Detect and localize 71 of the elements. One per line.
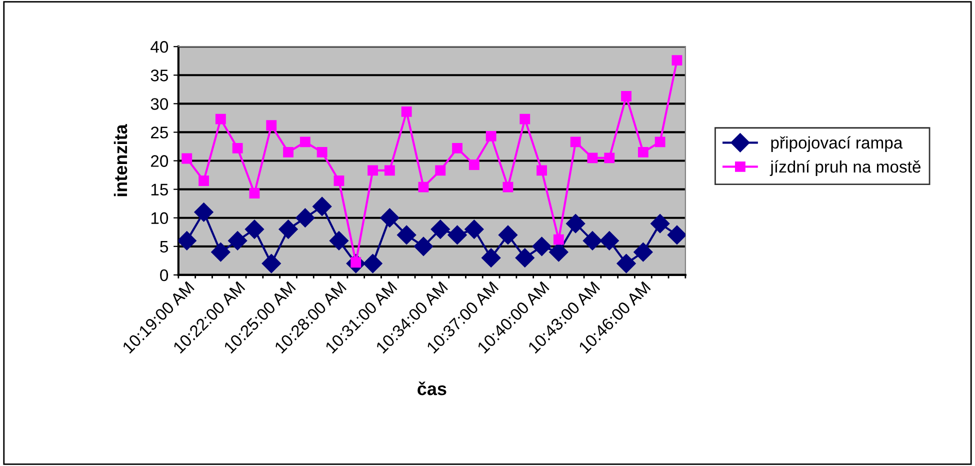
point xyxy=(384,165,395,176)
point xyxy=(266,120,277,131)
point xyxy=(363,254,382,274)
y-axis-title: intenzita xyxy=(114,124,128,196)
point xyxy=(262,254,281,274)
point xyxy=(283,147,294,158)
point xyxy=(430,220,450,239)
point xyxy=(452,143,462,154)
legend-label: připojovací rampa xyxy=(771,136,903,152)
point xyxy=(300,136,310,148)
point xyxy=(296,208,315,228)
point xyxy=(198,176,209,186)
point xyxy=(448,225,467,245)
y-tick-label: 10 xyxy=(151,212,168,224)
point xyxy=(621,91,632,102)
point xyxy=(532,236,552,256)
y-tick-label: 15 xyxy=(151,184,168,196)
point xyxy=(634,242,653,262)
point xyxy=(549,242,568,262)
point xyxy=(553,234,564,245)
y-tick-label: 40 xyxy=(150,41,168,53)
y-tick-label: 30 xyxy=(150,98,168,110)
point xyxy=(401,106,412,117)
legend-label: jízdní pruh na mostě xyxy=(770,160,920,176)
point xyxy=(435,165,446,176)
point xyxy=(312,196,332,216)
point xyxy=(334,176,344,186)
y-tick-label: 35 xyxy=(150,70,168,82)
point xyxy=(667,225,686,245)
point xyxy=(244,220,264,239)
y-tick-label: 25 xyxy=(151,126,168,138)
point xyxy=(278,220,298,239)
point xyxy=(638,147,648,158)
point xyxy=(228,231,248,250)
point xyxy=(468,160,480,170)
point xyxy=(486,131,496,142)
point xyxy=(178,231,196,250)
point xyxy=(215,114,226,124)
y-tick-label: 20 xyxy=(151,155,168,167)
point xyxy=(587,152,598,164)
point xyxy=(536,165,547,176)
point xyxy=(397,225,416,245)
point xyxy=(194,202,214,222)
point xyxy=(380,208,400,228)
point xyxy=(600,231,619,250)
point xyxy=(672,55,682,66)
point xyxy=(616,254,636,274)
y-tick-label: 0 xyxy=(160,269,168,282)
point xyxy=(570,136,581,148)
point xyxy=(316,147,328,158)
point xyxy=(650,214,670,234)
point xyxy=(249,188,260,199)
point xyxy=(654,136,666,148)
point xyxy=(211,242,230,262)
point xyxy=(464,220,484,239)
point xyxy=(566,214,586,234)
point xyxy=(482,248,501,268)
point xyxy=(582,231,602,250)
point xyxy=(604,152,615,164)
y-tick-label: 5 xyxy=(160,240,168,253)
point xyxy=(502,182,514,192)
point xyxy=(418,182,429,192)
point xyxy=(515,248,534,268)
point xyxy=(232,143,243,154)
point xyxy=(498,225,518,245)
point xyxy=(182,153,192,164)
point xyxy=(368,165,378,176)
point xyxy=(414,236,434,256)
point xyxy=(520,114,530,124)
point xyxy=(329,231,349,250)
x-axis-title: čas xyxy=(418,382,446,396)
